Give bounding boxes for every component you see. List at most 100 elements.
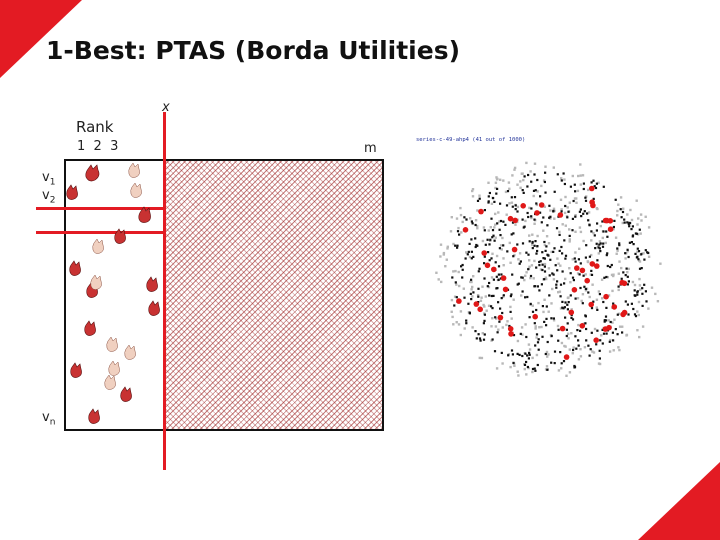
background-point — [584, 289, 588, 292]
background-point — [532, 194, 535, 198]
sample-point — [617, 285, 620, 288]
highlighted-point — [478, 208, 484, 215]
background-point — [469, 280, 472, 284]
sample-point — [573, 366, 576, 369]
background-point — [543, 262, 547, 266]
background-point — [461, 220, 464, 224]
sample-point — [488, 243, 491, 246]
sample-point — [605, 306, 608, 309]
sample-point — [536, 249, 539, 253]
background-point — [572, 346, 575, 349]
background-point — [540, 325, 543, 329]
sample-point — [596, 308, 599, 311]
background-point — [568, 348, 571, 351]
rank-label: Rank — [76, 118, 114, 136]
sample-point — [622, 271, 625, 274]
sample-point — [636, 255, 639, 258]
background-point — [567, 337, 570, 340]
rank-numbers: 1 2 3 — [77, 139, 119, 154]
corner-decoration-top-left — [0, 0, 82, 78]
sample-point — [560, 179, 563, 182]
sample-point — [588, 224, 591, 227]
sample-point — [569, 294, 572, 297]
corner-decoration-bottom-right — [638, 462, 720, 540]
sample-point — [507, 354, 510, 357]
background-point — [435, 271, 438, 274]
sample-point — [493, 350, 497, 353]
sample-point — [558, 233, 561, 236]
sample-point — [468, 311, 471, 314]
sample-point — [525, 335, 528, 339]
sample-point — [511, 273, 514, 276]
background-point — [607, 294, 611, 297]
background-point — [516, 339, 520, 343]
sample-point — [496, 222, 499, 225]
sample-point — [556, 269, 559, 272]
sample-point — [610, 263, 613, 267]
background-point — [637, 313, 640, 317]
sample-point — [536, 245, 539, 248]
sample-point — [593, 234, 596, 237]
background-point — [574, 251, 577, 254]
sample-point — [502, 294, 505, 297]
sample-point — [514, 208, 517, 211]
background-point — [484, 295, 487, 298]
sample-point — [456, 244, 459, 247]
sample-point — [487, 201, 490, 204]
sample-point — [543, 320, 546, 323]
background-point — [542, 229, 545, 232]
sample-point — [499, 219, 503, 223]
background-point — [600, 334, 603, 337]
background-point — [618, 260, 621, 263]
background-point — [449, 230, 453, 233]
matrix-top-border — [64, 159, 384, 161]
highlighted-point — [621, 309, 628, 316]
sample-point — [483, 262, 486, 265]
sample-point — [510, 293, 513, 296]
sample-point — [509, 310, 512, 313]
highlighted-point — [477, 306, 483, 313]
background-point — [571, 258, 574, 261]
background-point — [491, 317, 494, 320]
background-point — [521, 172, 524, 175]
sample-point — [543, 270, 547, 273]
background-point — [472, 275, 475, 278]
highlighted-point — [462, 227, 469, 233]
background-point — [636, 329, 639, 332]
sample-point — [533, 173, 536, 176]
highlighted-point — [532, 313, 538, 320]
sample-point — [470, 278, 473, 281]
sample-point — [500, 273, 503, 276]
sample-point — [536, 285, 539, 288]
background-point — [533, 162, 537, 165]
sample-point — [470, 250, 473, 253]
sample-point — [584, 196, 587, 199]
sample-point — [539, 260, 542, 263]
background-point — [614, 236, 618, 239]
sample-point — [604, 319, 608, 322]
sample-point — [636, 293, 639, 296]
sample-point — [495, 275, 498, 278]
background-point — [509, 261, 512, 264]
background-point — [531, 243, 534, 246]
sample-point — [501, 311, 504, 315]
sample-point — [550, 317, 553, 320]
highlighted-point — [574, 265, 580, 271]
background-point — [570, 308, 573, 311]
background-point — [437, 278, 440, 281]
background-point — [579, 174, 582, 177]
sample-point — [584, 287, 587, 291]
background-point — [627, 267, 630, 271]
sample-point — [469, 292, 472, 295]
sample-point — [451, 276, 454, 279]
sample-point — [561, 306, 564, 309]
sample-point — [544, 249, 547, 252]
sample-point — [534, 369, 537, 372]
sample-point — [590, 269, 593, 272]
background-point — [487, 285, 491, 289]
background-point — [504, 190, 508, 194]
background-point — [638, 335, 641, 339]
background-point — [552, 166, 555, 169]
sample-point — [488, 294, 491, 297]
background-point — [569, 281, 572, 284]
